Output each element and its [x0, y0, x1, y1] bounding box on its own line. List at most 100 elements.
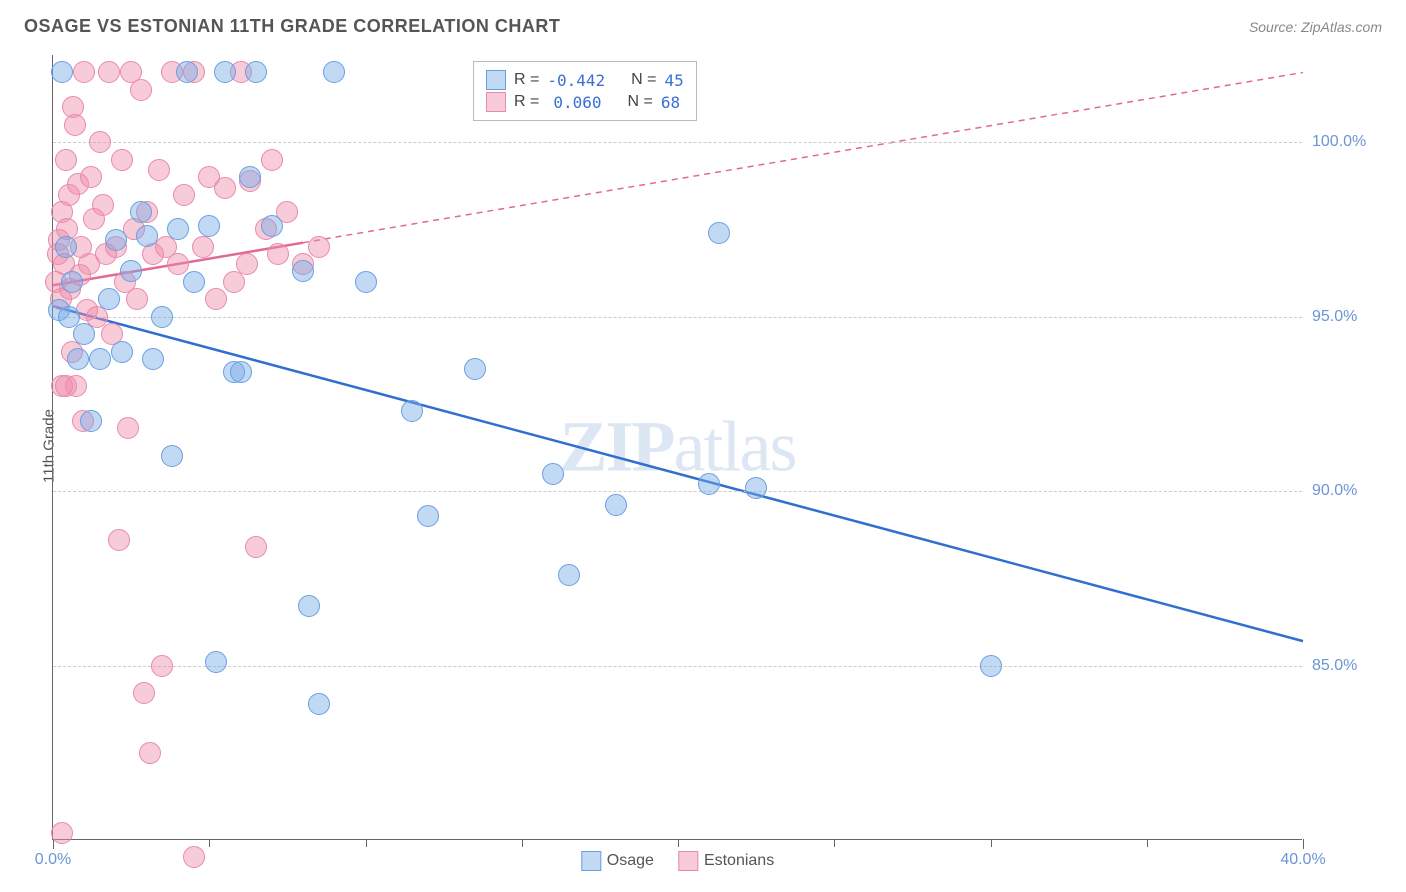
point-osage [542, 463, 564, 485]
point-osage [58, 306, 80, 328]
point-osage [120, 260, 142, 282]
point-estonians [133, 682, 155, 704]
point-estonians [126, 288, 148, 310]
xtick-minor [834, 839, 835, 847]
xtick-label: 0.0% [35, 851, 71, 869]
point-osage [80, 410, 102, 432]
point-osage [323, 61, 345, 83]
stats-row-osage: R = -0.442 N = 45 [486, 70, 684, 90]
xtick-label: 40.0% [1280, 851, 1325, 869]
point-osage [167, 218, 189, 240]
xtick-minor [991, 839, 992, 847]
point-estonians [64, 114, 86, 136]
point-osage [183, 271, 205, 293]
point-osage [308, 693, 330, 715]
point-estonians [51, 822, 73, 844]
swatch-estonians [678, 851, 698, 871]
point-osage [245, 61, 267, 83]
point-osage [261, 215, 283, 237]
xtick-minor [522, 839, 523, 847]
point-estonians [308, 236, 330, 258]
swatch-estonians [486, 92, 506, 112]
point-estonians [55, 149, 77, 171]
point-osage [605, 494, 627, 516]
swatch-osage [486, 70, 506, 90]
r-value-estonians: 0.060 [547, 93, 601, 112]
r-value-osage: -0.442 [547, 71, 605, 90]
legend-label: Osage [607, 852, 654, 870]
n-value-osage: 45 [664, 71, 683, 90]
point-estonians [205, 288, 227, 310]
n-label: N = [631, 71, 656, 89]
point-osage [67, 348, 89, 370]
point-estonians [89, 131, 111, 153]
trend-line [303, 72, 1303, 242]
gridline-h [53, 666, 1302, 667]
point-estonians [117, 417, 139, 439]
xtick-minor [366, 839, 367, 847]
point-osage [214, 61, 236, 83]
point-estonians [173, 184, 195, 206]
point-osage [136, 225, 158, 247]
point-osage [98, 288, 120, 310]
point-osage [198, 215, 220, 237]
legend-label: Estonians [704, 852, 774, 870]
gridline-h [53, 491, 1302, 492]
chart-title: OSAGE VS ESTONIAN 11TH GRADE CORRELATION… [24, 16, 560, 37]
stats-legend-box: R = -0.442 N = 45 R = 0.060 N = 68 [473, 61, 697, 121]
point-osage [142, 348, 164, 370]
point-osage [298, 595, 320, 617]
gridline-h [53, 142, 1302, 143]
point-osage [745, 477, 767, 499]
n-value-estonians: 68 [661, 93, 680, 112]
point-estonians [130, 79, 152, 101]
xtick-minor [678, 839, 679, 847]
stats-row-estonians: R = 0.060 N = 68 [486, 92, 684, 112]
point-estonians [192, 236, 214, 258]
point-estonians [108, 529, 130, 551]
point-osage [980, 655, 1002, 677]
point-estonians [245, 536, 267, 558]
point-osage [205, 651, 227, 673]
point-estonians [167, 253, 189, 275]
point-osage [89, 348, 111, 370]
point-estonians [261, 149, 283, 171]
r-label: R = [514, 93, 539, 111]
point-osage [111, 341, 133, 363]
ytick-label: 100.0% [1312, 133, 1382, 151]
xtick-minor [209, 839, 210, 847]
legend-item-estonians: Estonians [678, 851, 774, 871]
ytick-label: 90.0% [1312, 482, 1382, 500]
legend-item-osage: Osage [581, 851, 654, 871]
point-estonians [267, 243, 289, 265]
point-estonians [214, 177, 236, 199]
point-estonians [92, 194, 114, 216]
point-osage [558, 564, 580, 586]
point-estonians [139, 742, 161, 764]
point-estonians [111, 149, 133, 171]
point-osage [105, 229, 127, 251]
point-osage [130, 201, 152, 223]
point-estonians [151, 655, 173, 677]
point-osage [417, 505, 439, 527]
point-osage [401, 400, 423, 422]
source-attribution: Source: ZipAtlas.com [1249, 19, 1382, 35]
ytick-label: 95.0% [1312, 308, 1382, 326]
point-osage [151, 306, 173, 328]
swatch-osage [581, 851, 601, 871]
trend-line [53, 306, 1303, 641]
plot-area: ZIPatlas R = -0.442 N = 45 R = 0.060 N =… [52, 55, 1302, 840]
point-estonians [98, 61, 120, 83]
n-label: N = [628, 93, 653, 111]
point-osage [230, 361, 252, 383]
xtick-major [1303, 839, 1304, 849]
xtick-minor [1147, 839, 1148, 847]
point-osage [51, 61, 73, 83]
r-label: R = [514, 71, 539, 89]
point-osage [239, 166, 261, 188]
point-estonians [73, 61, 95, 83]
legend-bottom: Osage Estonians [581, 851, 774, 871]
point-osage [61, 271, 83, 293]
point-estonians [183, 846, 205, 868]
point-osage [176, 61, 198, 83]
